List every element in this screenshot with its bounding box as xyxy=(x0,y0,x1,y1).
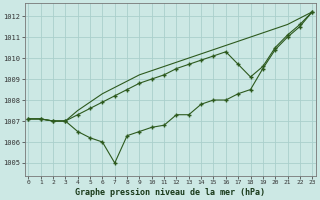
X-axis label: Graphe pression niveau de la mer (hPa): Graphe pression niveau de la mer (hPa) xyxy=(75,188,265,197)
